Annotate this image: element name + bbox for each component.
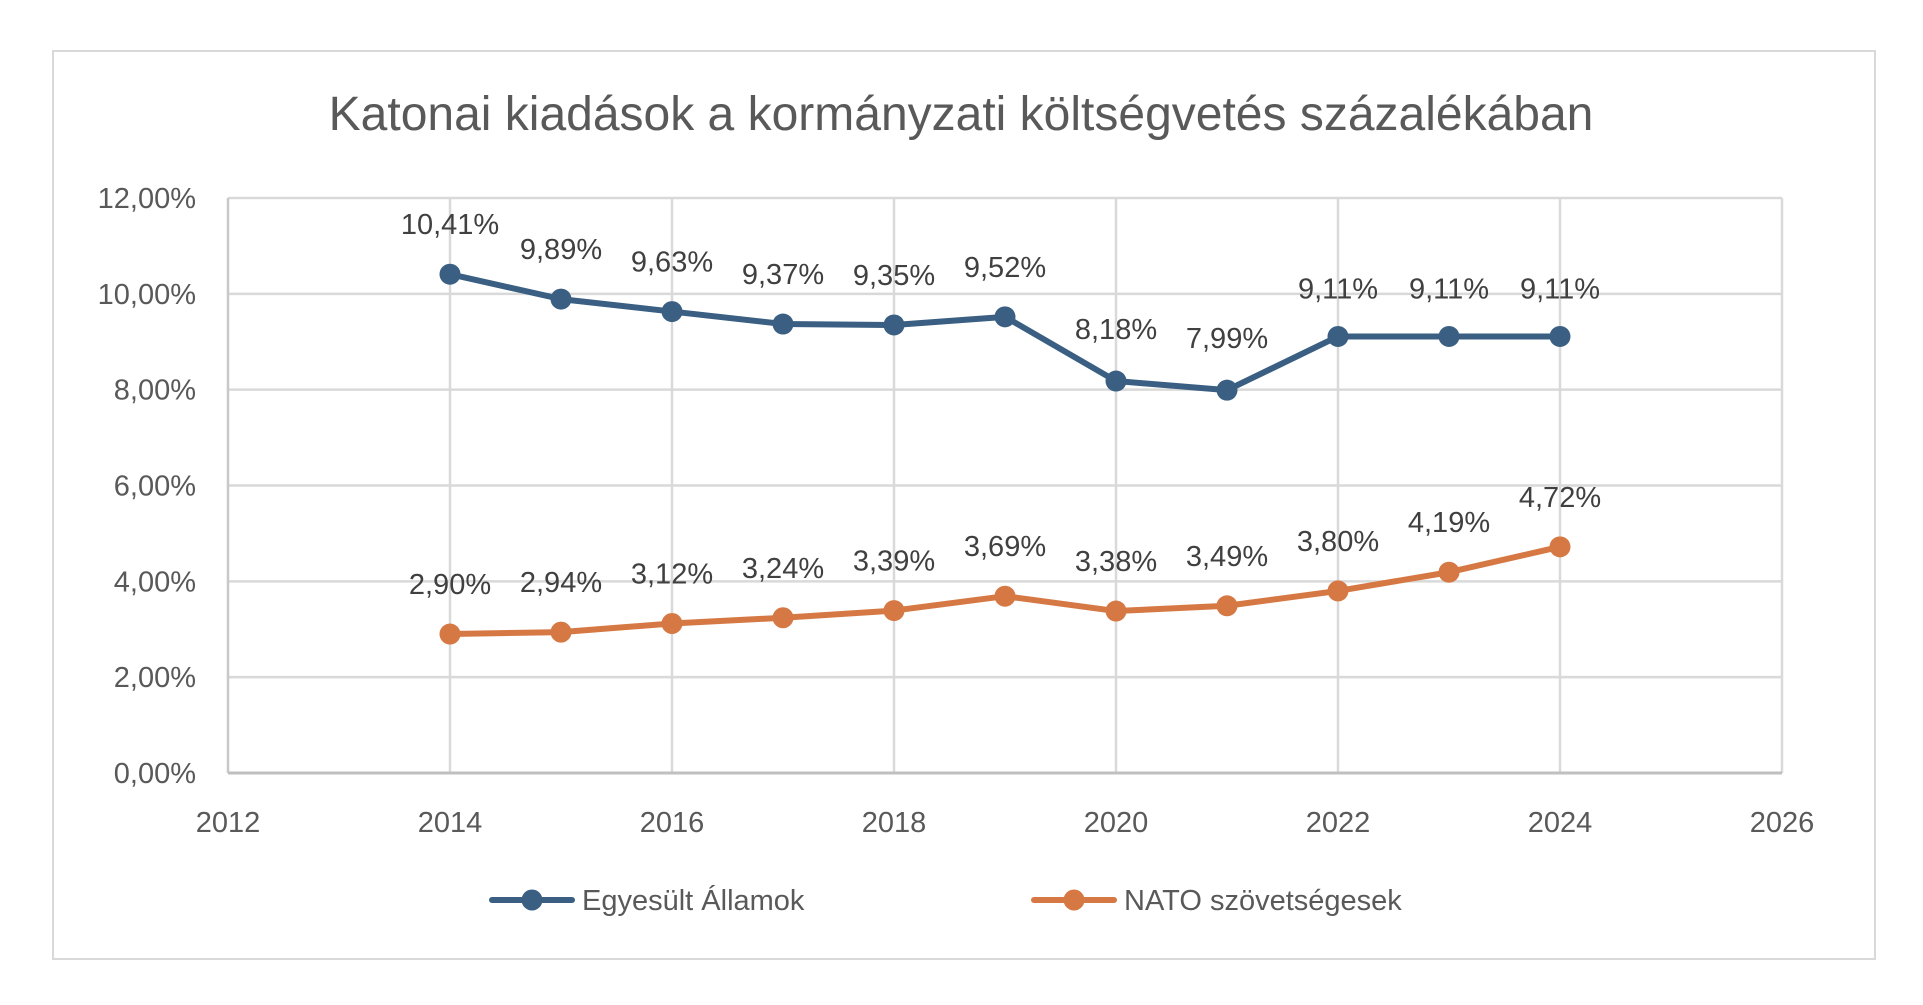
series-nato (439, 536, 1571, 645)
chart-container (52, 50, 1876, 960)
data-point (550, 288, 572, 310)
x-tick-label: 2022 (1306, 807, 1371, 839)
x-axis-ticks: 2012 2014 2016 2018 2020 2022 2024 2026 (196, 807, 1815, 839)
data-label: 7,99% (1186, 323, 1268, 355)
data-point (1105, 600, 1127, 622)
data-label: 10,41% (401, 209, 499, 241)
data-point (994, 306, 1016, 328)
data-label: 2,90% (409, 569, 491, 601)
y-tick-label: 12,00% (98, 183, 196, 215)
data-label: 3,69% (964, 531, 1046, 563)
data-label: 4,72% (1519, 482, 1601, 514)
data-point (1327, 325, 1349, 347)
data-point (1216, 379, 1238, 401)
data-label: 9,63% (631, 247, 713, 279)
legend: Egyesült Államok NATO szövetségesek (489, 884, 1402, 917)
y-axis-ticks: 0,00% 2,00% 4,00% 6,00% 8,00% 10,00% 12,00% (98, 183, 196, 790)
data-point (1549, 536, 1571, 558)
legend-label: NATO szövetségesek (1124, 885, 1402, 917)
legend-marker-icon (521, 889, 543, 911)
data-point (439, 623, 461, 645)
x-tick-label: 2018 (862, 807, 927, 839)
data-point (772, 313, 794, 335)
y-tick-label: 8,00% (114, 375, 196, 407)
data-point (1105, 370, 1127, 392)
data-label: 3,39% (853, 546, 935, 578)
data-point (1549, 325, 1571, 347)
data-point (661, 301, 683, 323)
y-tick-label: 10,00% (98, 279, 196, 311)
data-point (550, 621, 572, 643)
data-point (994, 585, 1016, 607)
data-label: 9,11% (1409, 273, 1489, 305)
x-tick-label: 2016 (640, 807, 705, 839)
data-point (883, 600, 905, 622)
data-label: 9,37% (742, 259, 824, 291)
data-label: 3,49% (1186, 541, 1268, 573)
x-tick-label: 2014 (418, 807, 483, 839)
data-label: 3,38% (1075, 546, 1157, 578)
data-label: 4,19% (1408, 507, 1490, 539)
legend-label: Egyesült Államok (582, 884, 805, 917)
data-labels: 10,41% 9,89% 9,63% 9,37% 9,35% 9,52% 8,18% 7,99… (401, 209, 1601, 601)
y-tick-label: 4,00% (114, 566, 196, 598)
chart-title: Katonai kiadások a kormányzati költségve… (329, 88, 1594, 141)
data-point (883, 314, 905, 336)
y-tick-label: 2,00% (114, 662, 196, 694)
data-point (1438, 325, 1460, 347)
data-point (661, 613, 683, 634)
data-label: 3,80% (1297, 526, 1379, 558)
series-group (439, 263, 1571, 645)
data-point (1438, 561, 1460, 583)
x-tick-label: 2026 (1750, 807, 1815, 839)
data-label: 3,12% (631, 559, 713, 591)
gridlines (228, 196, 1784, 773)
series-line (449, 271, 1560, 394)
data-label: 8,18% (1075, 314, 1157, 346)
x-tick-label: 2024 (1528, 807, 1593, 839)
data-label: 2,94% (520, 567, 602, 599)
data-label: 9,11% (1298, 273, 1378, 305)
y-tick-label: 0,00% (114, 758, 196, 790)
data-label: 9,52% (964, 252, 1046, 284)
x-tick-label: 2020 (1084, 807, 1149, 839)
data-label: 9,89% (520, 234, 602, 266)
data-label: 9,11% (1520, 273, 1600, 305)
data-point (1216, 595, 1238, 617)
y-tick-label: 6,00% (114, 471, 196, 503)
data-point (772, 607, 794, 629)
legend-item: Egyesült Államok (489, 884, 805, 917)
axes (226, 198, 1782, 775)
series-us (439, 263, 1571, 401)
data-label: 3,24% (742, 553, 824, 585)
data-label: 9,35% (853, 260, 935, 292)
legend-marker-icon (1063, 889, 1085, 911)
data-point (439, 263, 461, 285)
legend-item: NATO szövetségesek (1031, 885, 1402, 917)
x-tick-label: 2012 (196, 807, 261, 839)
data-point (1327, 580, 1349, 602)
